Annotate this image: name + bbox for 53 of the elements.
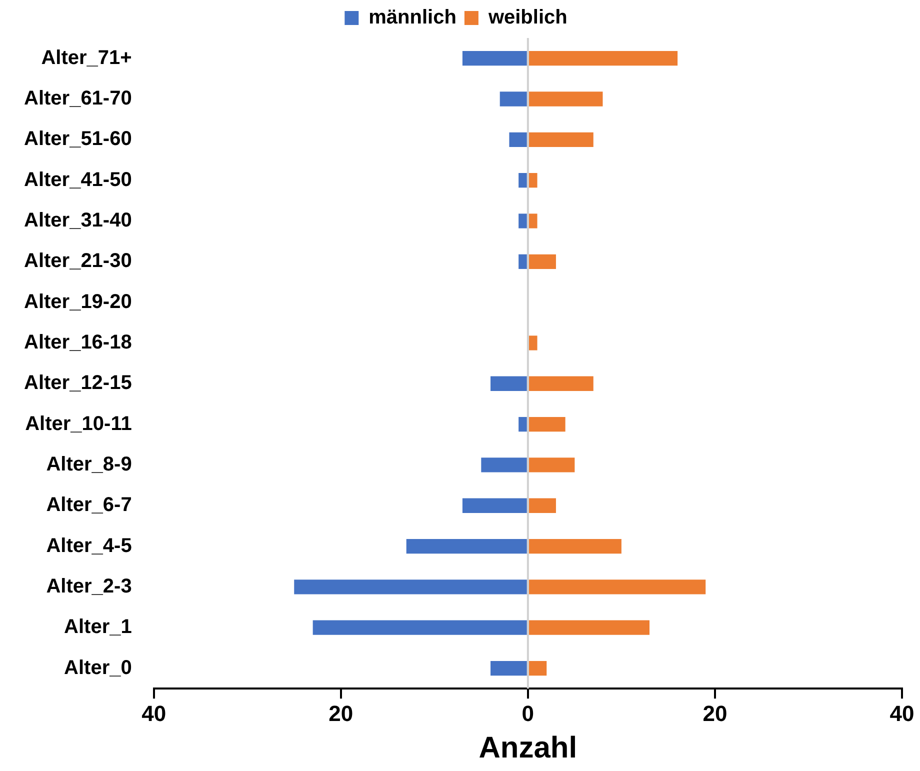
bar <box>528 620 650 635</box>
bar <box>518 214 527 228</box>
bar <box>528 538 622 554</box>
bar <box>490 376 527 391</box>
bar <box>518 173 527 188</box>
bar <box>462 51 527 66</box>
bar <box>518 254 527 269</box>
bar <box>528 660 547 676</box>
bar <box>312 620 527 635</box>
y-tick-label: Alter_2-3 <box>46 575 132 598</box>
y-tick-label: Alter_16-18 <box>24 331 132 354</box>
x-tick-label: 20 <box>328 700 354 726</box>
bar <box>528 173 538 188</box>
y-tick-label: Alter_10-11 <box>25 412 132 435</box>
bar <box>528 498 556 513</box>
y-tick-label: Alter_6-7 <box>46 494 132 516</box>
y-tick-label: Alter_61-70 <box>24 88 132 110</box>
bar <box>528 214 538 228</box>
bar <box>528 92 603 106</box>
bar <box>528 132 594 147</box>
y-tick-label: Alter_51-60 <box>24 128 132 150</box>
bar <box>462 498 527 513</box>
bar <box>518 416 527 432</box>
bar <box>528 376 594 391</box>
x-tick-label: 0 <box>522 700 534 726</box>
bar <box>406 538 527 554</box>
y-tick-label: Alter_19-20 <box>24 290 132 313</box>
legend-label: weiblich <box>487 6 568 29</box>
bar <box>528 254 556 269</box>
x-axis-title: Anzahl <box>478 731 578 764</box>
bar <box>528 416 566 432</box>
x-tick-label: 20 <box>702 700 728 726</box>
bar <box>528 458 575 472</box>
y-tick-label: Alter_4-5 <box>46 534 132 557</box>
bar <box>528 336 538 350</box>
bar <box>481 458 527 472</box>
bar <box>528 51 678 66</box>
y-tick-label: Alter_0 <box>64 656 132 679</box>
x-tick-label: 40 <box>890 700 914 726</box>
y-tick-label: Alter_41-50 <box>24 168 132 191</box>
y-tick-label: Alter_1 <box>64 616 132 638</box>
bar <box>294 580 527 594</box>
bar <box>509 132 527 147</box>
bar <box>528 580 706 594</box>
y-tick-label: Alter_8-9 <box>46 453 132 476</box>
y-tick-label: Alter_21-30 <box>24 250 132 272</box>
legend-label: männlich <box>368 6 456 29</box>
y-tick-label: Alter_71+ <box>41 46 132 69</box>
x-tick-label: 40 <box>142 700 166 726</box>
y-tick-label: Alter_12-15 <box>24 372 132 394</box>
bar <box>490 660 527 676</box>
bar <box>500 92 527 106</box>
y-tick-label: Alter_31-40 <box>24 209 132 232</box>
